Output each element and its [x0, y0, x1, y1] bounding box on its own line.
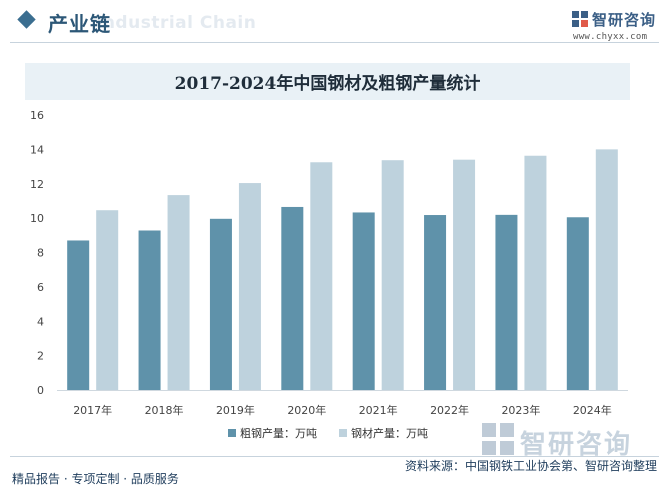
x-tick-label: 2021年 — [359, 403, 398, 417]
x-tick-label: 2018年 — [145, 403, 184, 417]
watermark-logo-icon — [482, 423, 514, 455]
brand-logo-icon — [572, 11, 588, 27]
bar-steel-products — [310, 162, 333, 390]
bar-crude-steel — [281, 206, 304, 390]
header-watermark: Industrial Chain — [96, 13, 257, 33]
header-divider — [10, 42, 659, 43]
data-source: 资料来源：中国钢铁工业协会第、智研咨询整理 — [404, 459, 657, 473]
bar-steel-products — [524, 155, 547, 390]
y-tick-label: 16 — [30, 109, 44, 122]
bar-steel-products — [167, 195, 190, 390]
bar-crude-steel — [566, 217, 589, 390]
bar-crude-steel — [424, 215, 447, 390]
x-tick-label: 2023年 — [501, 403, 540, 417]
brand-name[interactable]: 智研咨询 — [592, 11, 657, 29]
chart-title: 2017-2024年中国钢材及粗钢产量统计 — [174, 74, 481, 94]
x-tick-label: 2024年 — [573, 403, 612, 417]
y-tick-label: 12 — [30, 178, 44, 191]
watermark-brand: 智研咨询 — [520, 430, 633, 460]
bar-steel-products — [96, 210, 119, 390]
bar-steel-products — [381, 160, 404, 390]
y-tick-label: 14 — [30, 143, 44, 156]
legend-swatch — [228, 429, 236, 437]
chart-title-bar: 2017-2024年中国钢材及粗钢产量统计 — [25, 63, 630, 100]
header: Industrial Chain 产业链 智研咨询 www.chyxx.com — [0, 0, 669, 44]
bar-steel-products — [238, 183, 261, 390]
y-tick-label: 8 — [37, 247, 44, 260]
bar-crude-steel — [209, 218, 232, 390]
bar-crude-steel — [352, 212, 375, 390]
x-tick-label: 2020年 — [287, 403, 326, 417]
footer-tagline: 精品报告 · 专项定制 · 品质服务 — [12, 472, 179, 486]
footer-divider — [10, 456, 659, 457]
x-tick-label: 2019年 — [216, 403, 255, 417]
bar-steel-products — [595, 149, 618, 390]
legend-swatch — [339, 429, 347, 437]
y-tick-label: 10 — [30, 212, 44, 225]
bar-crude-steel — [138, 230, 161, 390]
y-tick-label: 2 — [37, 350, 44, 363]
page-title: 产业链 — [48, 12, 111, 36]
bar-crude-steel — [67, 240, 90, 390]
x-tick-label: 2017年 — [73, 403, 112, 417]
y-tick-label: 4 — [37, 315, 44, 328]
y-tick-label: 6 — [37, 281, 44, 294]
brand-url[interactable]: www.chyxx.com — [573, 32, 648, 42]
legend-label: 粗钢产量：万吨 — [240, 426, 317, 440]
x-tick-label: 2022年 — [430, 403, 469, 417]
legend-label: 钢材产量：万吨 — [351, 426, 428, 440]
bar-steel-products — [453, 159, 476, 390]
y-tick-label: 0 — [37, 384, 44, 397]
bar-crude-steel — [495, 214, 518, 390]
